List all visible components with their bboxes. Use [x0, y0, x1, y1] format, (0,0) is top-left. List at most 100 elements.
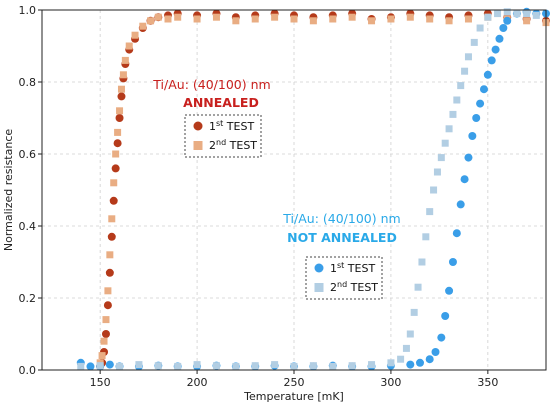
data-point — [107, 232, 116, 241]
data-point — [106, 251, 114, 259]
data-point — [131, 31, 139, 39]
data-point — [523, 10, 531, 18]
data-point — [193, 361, 201, 369]
data-point — [532, 11, 540, 19]
data-point — [441, 139, 449, 147]
data-point — [111, 164, 120, 173]
legend-label: 1st TEST — [209, 119, 254, 133]
data-point — [430, 186, 438, 194]
data-point — [476, 24, 484, 32]
series-1 — [96, 13, 550, 367]
axis-ticks: 150 200 250 300 350 0.0 0.2 0.4 0.6 0.8 1.0 — [19, 4, 499, 389]
data-point — [309, 362, 317, 370]
data-point — [329, 15, 337, 23]
legend-marker — [314, 263, 324, 273]
data-point — [174, 13, 182, 21]
x-tick-label: 250 — [284, 376, 305, 389]
data-point — [387, 359, 395, 367]
annotation-annealed-title: Ti/Au: (40/100) nm — [152, 77, 270, 92]
data-point — [117, 85, 125, 93]
y-tick-label: 0.8 — [19, 76, 37, 89]
data-point — [452, 229, 461, 238]
data-point — [117, 92, 126, 101]
series-layer — [76, 7, 550, 371]
data-point — [468, 132, 477, 140]
data-point — [484, 13, 492, 21]
data-point — [402, 344, 410, 352]
x-tick-label: 300 — [380, 376, 401, 389]
data-point — [460, 175, 469, 184]
data-point — [113, 139, 122, 148]
data-point — [425, 355, 434, 364]
annotation-annealed: Ti/Au: (40/100) nm ANNEALED — [152, 77, 270, 110]
data-point — [154, 362, 162, 370]
data-point — [164, 15, 172, 23]
data-point — [449, 110, 457, 118]
data-point — [103, 301, 112, 310]
series-2 — [76, 7, 550, 371]
data-point — [426, 208, 434, 216]
y-tick-label: 0.4 — [19, 220, 37, 233]
data-point — [368, 361, 376, 369]
data-point — [271, 13, 279, 21]
series-3 — [77, 8, 540, 370]
data-point — [212, 13, 220, 21]
data-point — [251, 362, 259, 370]
data-point — [445, 17, 453, 25]
data-point — [115, 114, 124, 122]
data-point — [479, 85, 488, 94]
data-point — [437, 154, 445, 162]
data-point — [472, 114, 481, 122]
data-point — [495, 34, 504, 43]
data-point — [368, 17, 376, 25]
data-point — [470, 38, 478, 46]
data-point — [494, 10, 502, 18]
data-point — [523, 17, 531, 25]
data-point — [414, 283, 422, 291]
data-point — [112, 150, 120, 158]
data-point — [406, 330, 414, 338]
data-point — [464, 53, 472, 61]
data-point — [457, 82, 465, 90]
data-point — [100, 337, 108, 345]
data-point — [119, 71, 127, 79]
data-point — [116, 107, 124, 115]
data-point — [309, 17, 317, 25]
data-point — [102, 316, 110, 324]
annotation-annealed-subtitle: ANNEALED — [183, 95, 259, 110]
data-point — [154, 13, 162, 21]
data-point — [426, 15, 434, 23]
legend-marker — [193, 141, 203, 150]
data-point — [503, 8, 511, 16]
data-point — [397, 355, 405, 363]
data-point — [416, 358, 424, 367]
data-point — [125, 42, 133, 50]
legend-annealed: 1st TEST 2nd TEST — [184, 114, 262, 158]
data-point — [193, 15, 201, 23]
data-point — [476, 99, 485, 108]
data-point — [290, 362, 298, 370]
legend-marker — [314, 283, 324, 292]
data-point — [251, 15, 259, 23]
data-point — [487, 56, 496, 65]
data-point — [290, 15, 298, 23]
data-point — [77, 362, 85, 370]
data-point — [86, 362, 95, 371]
grid-lines — [42, 9, 546, 371]
data-point — [98, 352, 106, 360]
data-point — [437, 333, 446, 342]
data-point — [445, 125, 453, 133]
data-point — [441, 312, 450, 320]
data-point — [116, 362, 124, 370]
data-point — [499, 24, 508, 32]
data-point — [104, 287, 112, 295]
x-axis-label: Temperature [mK] — [243, 390, 344, 403]
data-point — [174, 362, 182, 370]
data-point — [212, 362, 220, 370]
data-point — [135, 361, 143, 369]
legend-label: 2nd TEST — [330, 280, 378, 294]
legend-not-annealed: 1st TEST 2nd TEST — [305, 256, 383, 300]
data-point — [121, 56, 129, 64]
y-tick-label: 1.0 — [19, 4, 37, 17]
